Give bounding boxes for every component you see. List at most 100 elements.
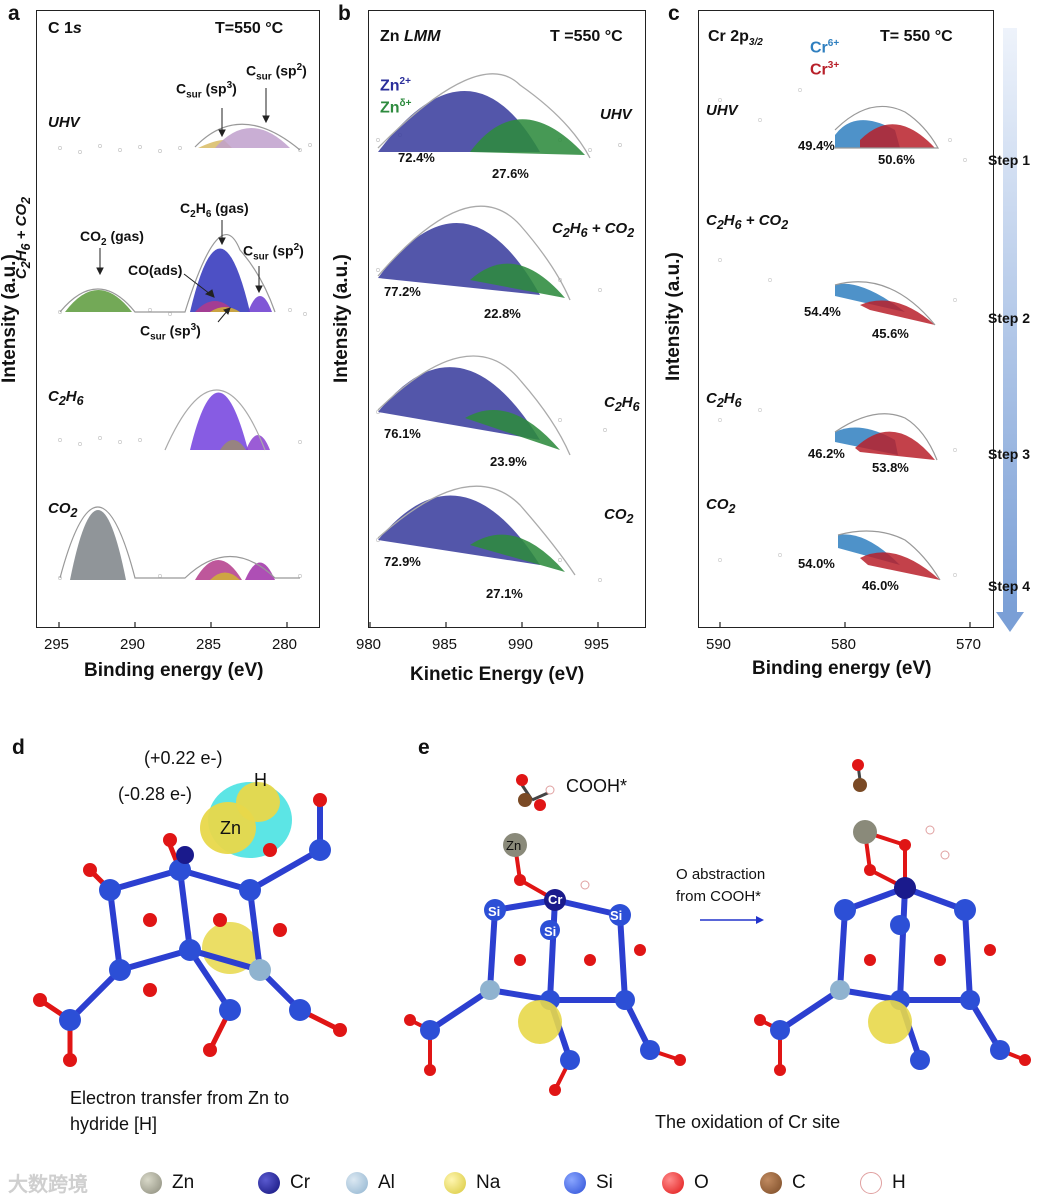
panel-c-xlabel: Binding energy (eV) [752, 658, 932, 679]
panel-b-ylabel: Intensity (a.u.) [331, 254, 352, 383]
panel-b-cond-c2h6: C2H6 [604, 394, 640, 414]
pct-cr3-uhv: 50.6% [878, 152, 915, 167]
pct-cr6-uhv: 49.4% [798, 138, 835, 153]
legend-na: Na [444, 1172, 500, 1194]
annotation-co-ads: CO(ads) [128, 262, 183, 278]
tick: 280 [272, 636, 298, 653]
panel-c-cond-co2: CO2 [706, 496, 736, 516]
panel-a-cond-c2h6-co2: C2H6 + CO2 [13, 196, 34, 280]
h-ball-icon [860, 1172, 882, 1194]
legend-zn: Zn [140, 1172, 194, 1194]
legend-zndelta: Znδ+ [380, 98, 412, 117]
panel-c-frame [698, 10, 994, 628]
panel-b-letter: b [338, 2, 351, 25]
annotation-csur-sp2-b: Csur (sp2) [243, 242, 304, 263]
step-4: Step 4 [988, 578, 1031, 594]
annotation-csur-sp2: Csur (sp2) [246, 62, 307, 83]
cooh-label: COOH* [566, 776, 628, 796]
panel-d-caption-1: Electron transfer from Zn to [70, 1088, 290, 1108]
panel-b-frame [368, 10, 646, 628]
pct-zn2-mix: 77.2% [384, 284, 421, 299]
cr-ball-icon [258, 1172, 280, 1194]
legend-h: H [860, 1172, 906, 1194]
tick: 290 [120, 636, 146, 653]
al-ball-icon [346, 1172, 368, 1194]
pct-cr3-c2h6: 53.8% [872, 460, 909, 475]
tick: 985 [432, 636, 458, 653]
annotation-co2-gas: CO2 (gas) [80, 228, 144, 248]
tick: 285 [196, 636, 222, 653]
tick: 295 [44, 636, 70, 653]
panel-c-temp: T= 550 °C [880, 28, 953, 45]
legend-si: Si [564, 1172, 613, 1194]
panel-c-title: Cr 2p3/2 [708, 28, 763, 49]
pct-zndelta-co2: 27.1% [486, 586, 523, 601]
na-ball-icon [444, 1172, 466, 1194]
panel-e-letter: e [418, 736, 430, 759]
panel-d-structure [33, 782, 347, 1067]
legend-o: O [662, 1172, 709, 1194]
pct-cr6-mix: 54.4% [804, 304, 841, 319]
charge-zn: (-0.28 e-) [118, 784, 193, 804]
o-ball-icon [662, 1172, 684, 1194]
tick: 580 [831, 636, 857, 653]
pct-cr6-c2h6: 46.2% [808, 446, 845, 461]
panel-b-cond-c2h6-co2: C2H6 + CO2 [552, 220, 635, 240]
pct-cr3-co2: 46.0% [862, 578, 899, 593]
legend-cr3: Cr3+ [810, 60, 840, 79]
panel-a-xlabel: Binding energy (eV) [84, 660, 264, 681]
panel-e-caption: The oxidation of Cr site [655, 1112, 841, 1132]
arrow-label-2: from COOH* [676, 888, 762, 905]
pct-zndelta-c2h6: 23.9% [490, 454, 527, 469]
arrow-label-1: O abstraction [676, 866, 766, 883]
panel-a-letter: a [8, 2, 20, 25]
panel-e-structures [404, 759, 1031, 1096]
pct-zn2-uhv: 72.4% [398, 150, 435, 165]
panel-a-cond-uhv: UHV [48, 114, 80, 131]
pct-cr6-co2: 54.0% [798, 556, 835, 571]
tick: 995 [584, 636, 610, 653]
tick: 570 [956, 636, 982, 653]
step-2: Step 2 [988, 310, 1031, 326]
legend-c: C [760, 1172, 806, 1194]
atom-label-cr-e1: Cr [548, 892, 563, 907]
tick: 590 [706, 636, 732, 653]
panel-b-temp: T =550 °C [550, 28, 623, 45]
panel-b-xlabel: Kinetic Energy (eV) [410, 664, 585, 685]
atom-label-h: H [254, 770, 267, 790]
legend-al: Al [346, 1172, 395, 1194]
legend-cr: Cr [258, 1172, 310, 1194]
spectra-graphics [58, 28, 1024, 632]
legend-zn2: Zn2+ [380, 76, 411, 95]
pct-zndelta-mix: 22.8% [484, 306, 521, 321]
pct-zn2-c2h6: 76.1% [384, 426, 421, 441]
panel-d-caption-2: hydride [H] [70, 1114, 158, 1134]
panel-a-cond-co2: CO2 [48, 500, 78, 520]
annotation-c2h6-gas: C2H6 (gas) [180, 200, 249, 220]
watermark: 大数跨境 [8, 1174, 88, 1196]
panel-c-cond-uhv: UHV [706, 102, 738, 119]
panel-c-letter: c [668, 2, 680, 25]
step-3: Step 3 [988, 446, 1031, 462]
panel-b-title: Zn LMM [380, 28, 441, 45]
annotation-csur-sp3-b: Csur (sp3) [140, 322, 201, 343]
pct-zn2-co2: 72.9% [384, 554, 421, 569]
pct-zndelta-uhv: 27.6% [492, 166, 529, 181]
atom-label-si-e1b: Si [544, 924, 557, 939]
panel-a-temp: T=550 °C [215, 20, 284, 37]
panel-c-cond-c2h6-co2: C2H6 + CO2 [706, 212, 789, 232]
charge-h: (+0.22 e-) [144, 748, 223, 768]
atom-label-zn-e1: Zn [506, 838, 522, 853]
panel-a-frame [36, 10, 320, 628]
step-1: Step 1 [988, 152, 1031, 168]
annotation-csur-sp3: Csur (sp3) [176, 80, 237, 101]
panel-d-letter: d [12, 736, 25, 759]
panel-c-ylabel: Intensity (a.u.) [663, 252, 684, 381]
panel-b-cond-co2: CO2 [604, 506, 634, 526]
panel-b-cond-uhv: UHV [600, 106, 632, 123]
si-ball-icon [564, 1172, 586, 1194]
panel-a-cond-c2h6: C2H6 [48, 388, 84, 408]
atom-label-zn: Zn [220, 818, 242, 838]
panel-a-title: C 1s [48, 20, 82, 37]
pct-cr3-mix: 45.6% [872, 326, 909, 341]
